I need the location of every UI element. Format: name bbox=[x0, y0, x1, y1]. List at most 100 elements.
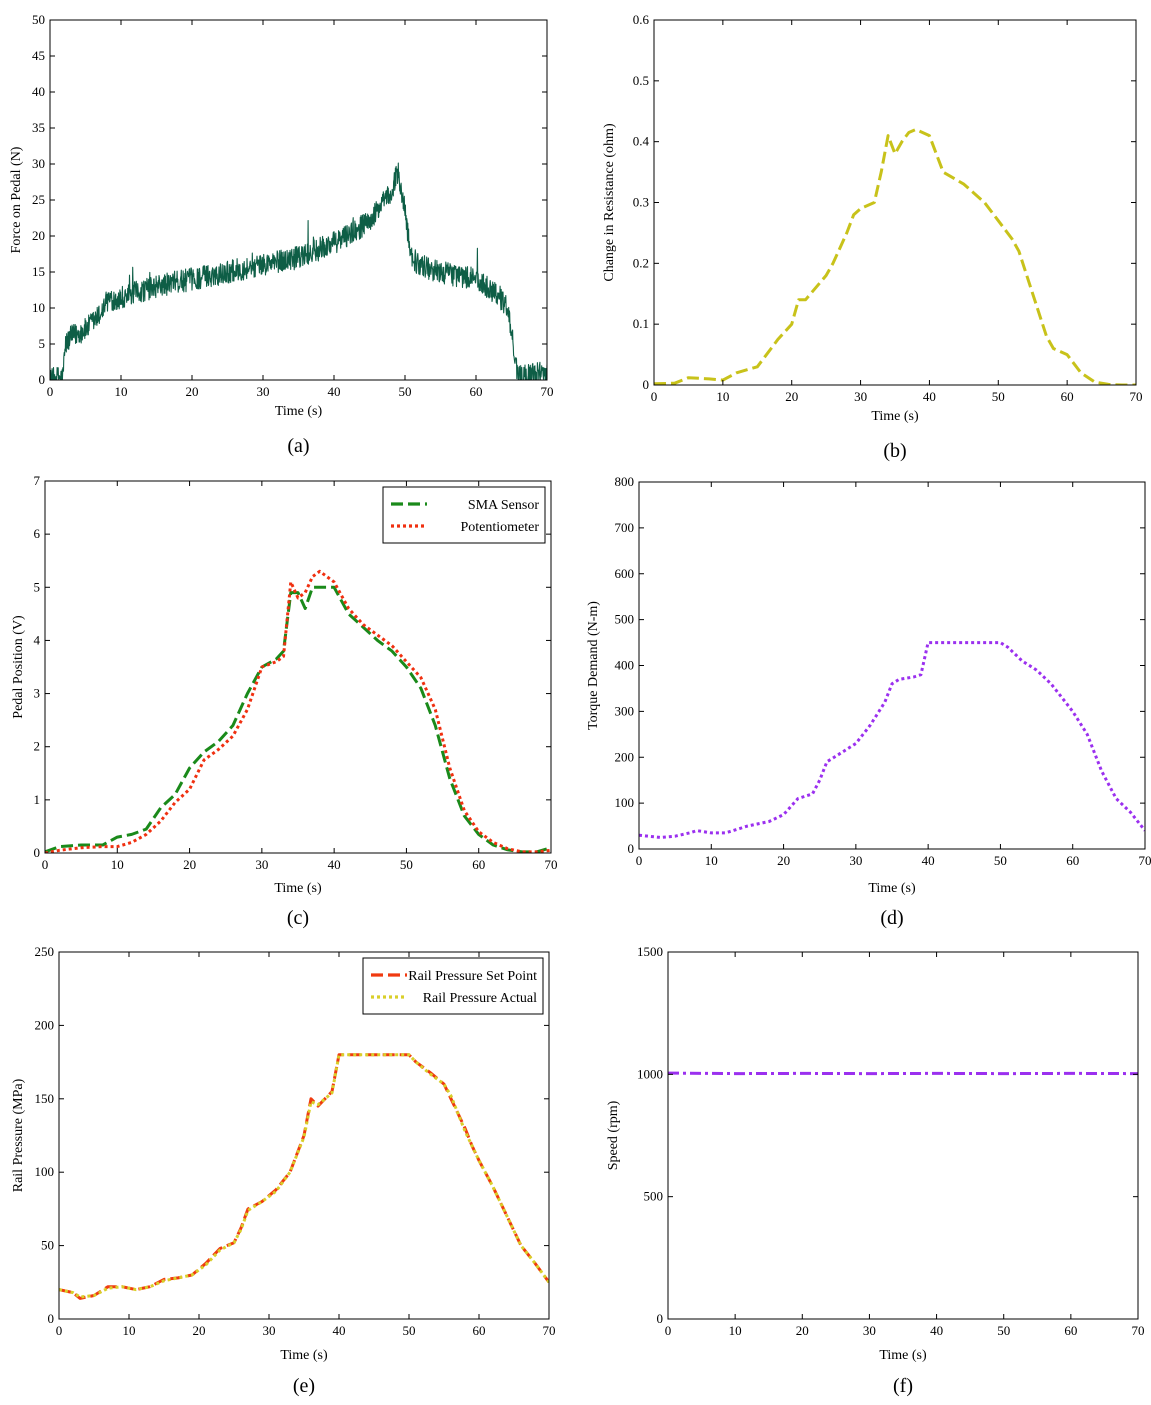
y-tick-label: 1 bbox=[34, 792, 41, 807]
x-tick-label: 20 bbox=[183, 857, 196, 872]
series-group bbox=[654, 128, 1136, 385]
y-axis-label: Change in Resistance (ohm) bbox=[602, 123, 617, 282]
y-tick-label: 30 bbox=[32, 156, 45, 171]
panel-caption: (e) bbox=[293, 1375, 315, 1397]
x-tick-label: 10 bbox=[111, 857, 124, 872]
x-tick-label: 0 bbox=[665, 1323, 672, 1338]
x-axis-label: Time (s) bbox=[280, 1348, 328, 1363]
x-tick-label: 60 bbox=[1066, 853, 1079, 868]
y-tick-label: 0 bbox=[657, 1311, 664, 1326]
x-tick-label: 40 bbox=[922, 853, 935, 868]
x-tick-label: 40 bbox=[328, 384, 341, 399]
y-tick-label: 6 bbox=[34, 526, 41, 541]
series-line-1 bbox=[45, 585, 551, 853]
plot-frame bbox=[667, 951, 1139, 1320]
panel-caption: (b) bbox=[883, 440, 906, 462]
x-tick-label: 40 bbox=[930, 1323, 943, 1338]
x-tick-label: 30 bbox=[263, 1323, 276, 1338]
legend-box bbox=[362, 957, 544, 1015]
panel-caption: (f) bbox=[893, 1375, 913, 1397]
x-tick-label: 70 bbox=[545, 857, 558, 872]
y-tick-label: 50 bbox=[41, 1238, 54, 1253]
x-tick-label: 0 bbox=[47, 384, 54, 399]
x-tick-label: 0 bbox=[651, 389, 658, 404]
y-tick-label: 400 bbox=[615, 658, 635, 673]
panel-caption: (d) bbox=[880, 907, 903, 929]
x-tick-label: 10 bbox=[115, 384, 128, 399]
y-tick-label: 5 bbox=[34, 579, 41, 594]
x-tick-label: 40 bbox=[333, 1323, 346, 1338]
x-tick-label: 60 bbox=[472, 857, 485, 872]
x-tick-label: 70 bbox=[541, 384, 554, 399]
x-tick-label: 40 bbox=[923, 389, 936, 404]
y-tick-label: 0.4 bbox=[633, 134, 650, 149]
x-tick-label: 50 bbox=[997, 1323, 1010, 1338]
y-tick-label: 800 bbox=[615, 474, 635, 489]
chart-panel-d: 0 10 20 30 40 50 60 700100200300400500600700800… bbox=[586, 474, 1151, 929]
y-tick-label: 200 bbox=[615, 749, 635, 764]
y-tick-label: 1000 bbox=[637, 1066, 663, 1081]
x-tick-label: 10 bbox=[705, 853, 718, 868]
legend-label: Potentiometer bbox=[460, 520, 539, 535]
legend-label: Rail Pressure Actual bbox=[423, 991, 537, 1006]
series-group bbox=[50, 162, 547, 380]
y-axis-label: Rail Pressure (MPa) bbox=[11, 1078, 26, 1192]
y-tick-label: 50 bbox=[32, 12, 45, 27]
x-tick-label: 40 bbox=[328, 857, 341, 872]
x-tick-label: 70 bbox=[543, 1323, 556, 1338]
x-tick-label: 0 bbox=[636, 853, 643, 868]
series-group bbox=[45, 569, 551, 853]
x-tick-label: 70 bbox=[1139, 853, 1151, 868]
series-group bbox=[639, 641, 1145, 839]
plot-frame bbox=[49, 19, 548, 381]
y-tick-label: 2 bbox=[34, 739, 41, 754]
y-axis-label: Speed (rpm) bbox=[606, 1100, 621, 1170]
y-tick-label: 500 bbox=[644, 1189, 664, 1204]
y-tick-label: 15 bbox=[32, 264, 45, 279]
y-tick-label: 0 bbox=[48, 1311, 55, 1326]
y-tick-label: 3 bbox=[34, 686, 41, 701]
y-tick-label: 5 bbox=[39, 336, 46, 351]
y-tick-label: 0 bbox=[39, 372, 46, 387]
y-tick-label: 500 bbox=[615, 612, 635, 627]
y-tick-label: 0.2 bbox=[633, 255, 649, 270]
chart-panel-b: 0 10 20 30 40 50 60 70 0 0.1 0.2 0.3 0.4 0.5 0.6 Time (… bbox=[602, 12, 1143, 462]
y-tick-label: 150 bbox=[35, 1091, 55, 1106]
x-tick-label: 60 bbox=[1064, 1323, 1077, 1338]
y-tick-label: 40 bbox=[32, 84, 45, 99]
y-tick-label: 7 bbox=[34, 473, 41, 488]
chart-panel-c: 0 10 20 30 40 50 60 70 0 1 2 3 4 5 6 7 Time (s) Pedal Pos… bbox=[11, 473, 558, 929]
chart-panel-e: 0 10 20 30 40 50 60 70 0 50 100 150 200 250 Time (s) Ra… bbox=[11, 944, 556, 1397]
plot-frame bbox=[638, 481, 1146, 850]
y-tick-label: 0.1 bbox=[633, 316, 649, 331]
x-tick-label: 50 bbox=[992, 389, 1005, 404]
y-axis-label: Torque Demand (N-m) bbox=[586, 601, 601, 730]
y-tick-label: 200 bbox=[35, 1017, 55, 1032]
x-tick-label: 20 bbox=[193, 1323, 206, 1338]
y-tick-label: 4 bbox=[34, 632, 41, 647]
series-line-1 bbox=[59, 1053, 549, 1300]
series-line-1 bbox=[668, 1071, 1138, 1076]
series-line-1 bbox=[639, 641, 1145, 839]
x-axis-label: Time (s) bbox=[868, 881, 916, 896]
y-tick-label: 1500 bbox=[637, 944, 663, 959]
y-axis-label: Pedal Position (V) bbox=[11, 615, 26, 719]
x-tick-label: 20 bbox=[785, 389, 798, 404]
series-line-2 bbox=[45, 569, 551, 853]
series-line-2 bbox=[59, 1053, 549, 1299]
series-line-1 bbox=[50, 162, 547, 380]
x-tick-label: 10 bbox=[729, 1323, 742, 1338]
x-tick-label: 30 bbox=[854, 389, 867, 404]
x-tick-label: 10 bbox=[716, 389, 729, 404]
y-tick-label: 700 bbox=[615, 520, 635, 535]
x-tick-label: 60 bbox=[1061, 389, 1074, 404]
x-tick-label: 30 bbox=[849, 853, 862, 868]
y-tick-label: 45 bbox=[32, 48, 45, 63]
y-tick-label: 0.3 bbox=[633, 195, 649, 210]
x-tick-label: 50 bbox=[399, 384, 412, 399]
series-group bbox=[59, 1053, 549, 1300]
x-tick-label: 30 bbox=[255, 857, 268, 872]
y-tick-label: 300 bbox=[615, 703, 635, 718]
x-tick-label: 20 bbox=[777, 853, 790, 868]
